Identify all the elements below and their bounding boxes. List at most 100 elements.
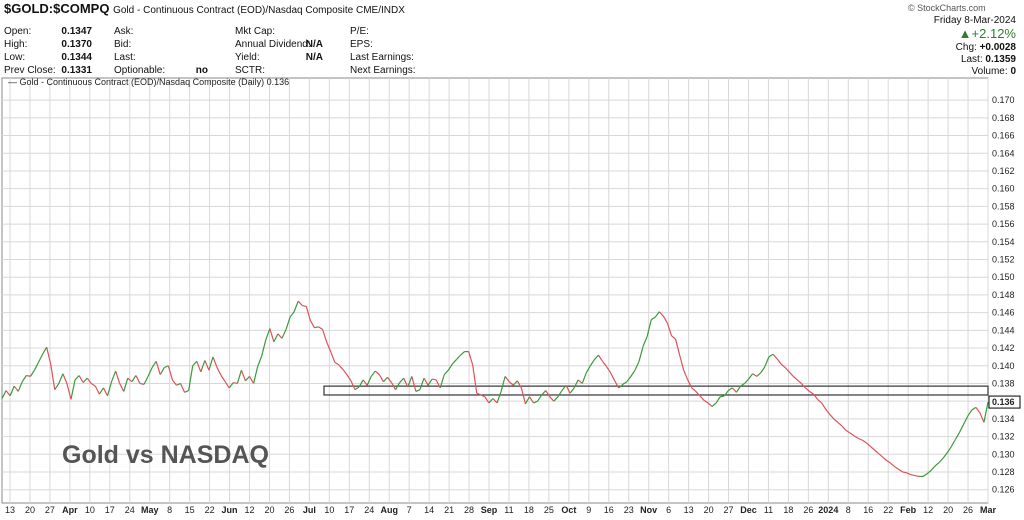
series-segment xyxy=(829,414,835,420)
series-segment xyxy=(456,354,461,360)
series-segment xyxy=(151,361,157,368)
series-segment xyxy=(86,377,92,384)
series-segment xyxy=(184,390,189,393)
series-segment xyxy=(654,311,660,318)
series-segment xyxy=(94,385,100,395)
series-segment xyxy=(963,415,969,425)
series-segment xyxy=(26,374,31,377)
series-segment xyxy=(512,380,518,386)
x-tick-label: 18 xyxy=(524,505,534,515)
series-segment xyxy=(695,391,701,397)
y-tick-label: 0.154 xyxy=(992,237,1015,247)
series-segment xyxy=(650,316,656,321)
last-value: 0.1359 xyxy=(985,54,1016,65)
x-tick-label: 26 xyxy=(284,505,294,515)
series-segment xyxy=(135,375,141,384)
series-segment xyxy=(74,375,80,381)
stat-label: Yield: xyxy=(235,52,260,63)
series-segment xyxy=(423,377,429,386)
series-segment xyxy=(585,365,591,374)
x-tick-label: Jul xyxy=(303,505,316,515)
series-segment xyxy=(212,356,218,368)
series-segment xyxy=(658,311,664,317)
series-segment xyxy=(849,432,855,437)
x-tick-label: 10 xyxy=(85,505,95,515)
series-segment xyxy=(297,300,303,306)
series-segment xyxy=(983,401,989,423)
series-segment xyxy=(967,409,973,417)
series-segment xyxy=(9,385,15,397)
series-segment xyxy=(366,376,372,386)
series-segment xyxy=(946,446,952,453)
series-segment xyxy=(447,363,453,371)
series-segment xyxy=(711,402,717,407)
series-segment xyxy=(788,371,794,377)
series-segment xyxy=(634,361,640,371)
series-segment xyxy=(164,365,169,369)
x-tick-label: Dec xyxy=(740,505,757,515)
series-segment xyxy=(784,367,790,373)
series-segment xyxy=(813,393,819,400)
x-tick-label: Jun xyxy=(222,505,238,515)
series-segment xyxy=(293,300,299,312)
stat-label: Last: xyxy=(114,52,136,63)
stat-label: Optionable: xyxy=(114,65,166,76)
x-tick-label: 20 xyxy=(943,505,953,515)
chg-value: +0.0028 xyxy=(979,42,1016,53)
series-segment xyxy=(1,390,7,399)
series-segment xyxy=(671,335,676,340)
series-segment xyxy=(13,385,19,392)
series-segment xyxy=(106,381,113,397)
series-segment xyxy=(545,390,551,398)
stat-label: Low: xyxy=(4,52,26,63)
stat-value: no xyxy=(195,65,208,76)
y-tick-label: 0.164 xyxy=(992,148,1015,158)
series-segment xyxy=(959,423,965,433)
stat-value: 0.1344 xyxy=(61,52,92,63)
series-segment xyxy=(882,456,887,461)
x-tick-label: 17 xyxy=(344,505,354,515)
series-segment xyxy=(29,369,35,377)
series-segment xyxy=(520,387,527,404)
series-segment xyxy=(374,370,380,376)
symbol-description: Gold - Continuous Contract (EOD)/Nasdaq … xyxy=(113,5,405,16)
x-tick-label: 28 xyxy=(464,505,474,515)
series-segment xyxy=(906,472,912,476)
x-tick-label: 8 xyxy=(167,505,172,515)
x-tick-label: Nov xyxy=(640,505,657,515)
stat-value: N/A xyxy=(305,39,323,50)
series-segment xyxy=(618,383,624,389)
series-segment xyxy=(528,396,535,404)
x-tick-label: 13 xyxy=(5,505,15,515)
series-segment xyxy=(431,378,437,381)
series-segment xyxy=(549,396,555,402)
series-segment xyxy=(147,367,153,377)
series-segment xyxy=(865,442,871,447)
chg-label: Chg: xyxy=(955,42,977,53)
x-tick-label: 14 xyxy=(424,505,434,515)
stat-value: 0.1370 xyxy=(61,39,92,50)
x-tick-label: 20 xyxy=(25,505,35,515)
series-segment xyxy=(938,457,944,463)
series-segment xyxy=(516,380,522,389)
support-zone-box xyxy=(323,385,989,396)
y-tick-label: 0.150 xyxy=(992,272,1015,282)
x-tick-label: Oct xyxy=(561,505,576,515)
series-segment xyxy=(496,391,502,404)
series-segment xyxy=(21,375,27,383)
series-segment xyxy=(119,383,125,392)
series-segment xyxy=(606,366,612,374)
series-segment xyxy=(354,386,360,391)
series-segment xyxy=(248,376,255,384)
series-segment xyxy=(289,311,295,318)
series-segment xyxy=(480,394,486,398)
series-segment xyxy=(257,355,263,367)
chart-annotation: Gold vs NASDAQ xyxy=(62,441,269,469)
series-segment xyxy=(610,372,616,382)
series-segment xyxy=(82,377,88,383)
series-segment xyxy=(841,425,847,431)
y-tick-label: 0.152 xyxy=(992,255,1015,265)
x-tick-label: 20 xyxy=(704,505,714,515)
series-segment xyxy=(950,438,957,447)
series-segment xyxy=(143,376,149,385)
